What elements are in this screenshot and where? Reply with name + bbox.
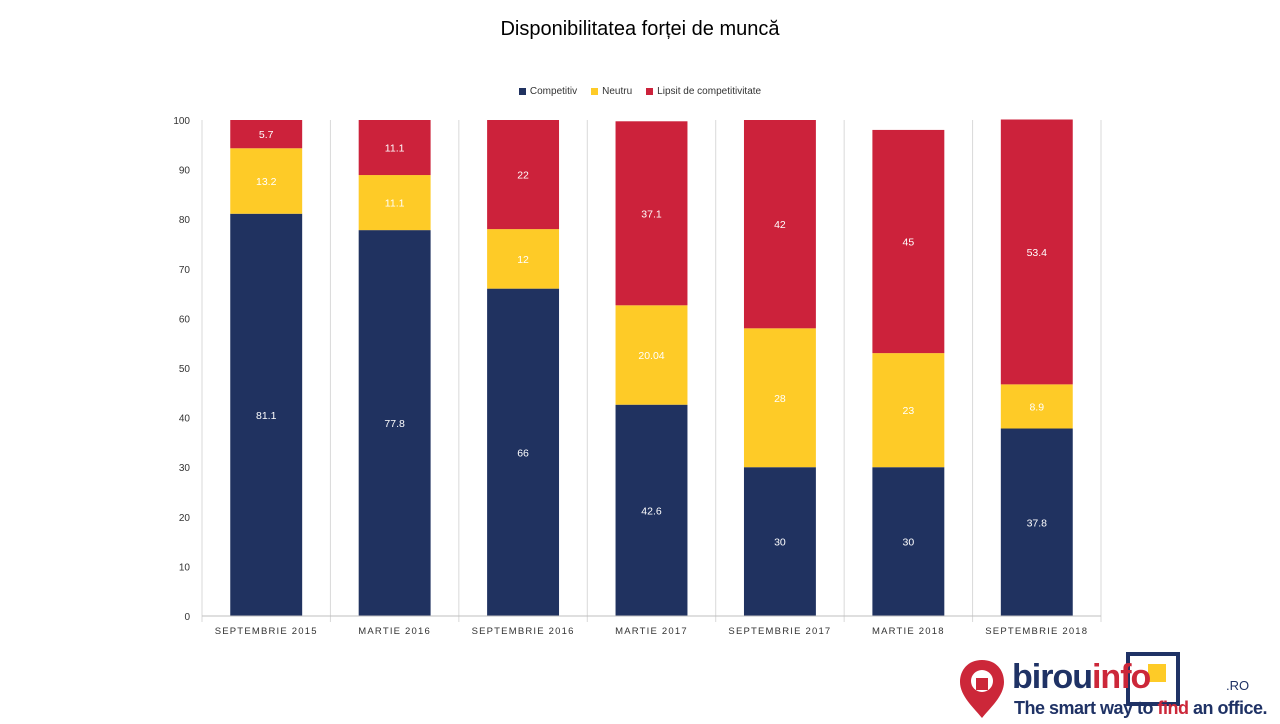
bar-segment: [1000, 428, 1073, 616]
bar-segment: [743, 328, 816, 468]
x-tick-label: MARTIE 2016: [358, 626, 431, 637]
data-label: 12: [517, 254, 529, 266]
legend-swatch-neutru: [591, 88, 599, 95]
bar-segment: [872, 467, 945, 616]
bar-segment: [358, 175, 431, 231]
logo-tagline-start: The smart way to: [1014, 698, 1158, 718]
bar-segment: [743, 467, 816, 616]
logo-name-main: birou: [1012, 658, 1093, 696]
legend-item-competitiv: Competitiv: [518, 86, 578, 97]
legend-item-neutru: Neutru: [591, 86, 632, 97]
data-label: 28: [774, 393, 786, 405]
y-tick-label: 10: [179, 562, 191, 573]
data-label: 13.2: [256, 176, 277, 188]
bar-segment: [615, 404, 688, 616]
y-tick-label: 100: [173, 116, 190, 127]
bar-segment: [1000, 384, 1073, 429]
data-label: 11.1: [385, 143, 405, 155]
data-label: 8.9: [1029, 401, 1044, 413]
y-tick-label: 50: [179, 364, 191, 375]
y-tick-label: 30: [179, 463, 191, 474]
bar-segment: [230, 213, 303, 616]
data-label: 30: [774, 537, 786, 549]
legend-label-neutru: Neutru: [602, 86, 633, 97]
data-label: 66: [517, 447, 529, 459]
data-label: 37.8: [1027, 517, 1048, 529]
data-label: 42: [774, 219, 786, 231]
map-pin-logo-icon: [960, 660, 1004, 718]
legend-swatch-competitiv: [518, 88, 526, 95]
y-tick-label: 70: [179, 265, 191, 276]
data-label: 53.4: [1027, 247, 1048, 259]
x-tick-label: SEPTEMBRIE 2016: [472, 626, 575, 637]
data-label: 22: [517, 170, 529, 182]
x-tick-label: MARTIE 2017: [615, 626, 688, 637]
x-tick-label: MARTIE 2018: [872, 626, 945, 637]
bar-segment: [872, 353, 945, 468]
y-tick-label: 0: [184, 612, 190, 623]
data-label: 42.6: [641, 505, 662, 517]
bar-segment: [487, 229, 560, 289]
y-tick-label: 90: [179, 166, 191, 177]
bar-segment: [358, 230, 431, 616]
logo-tagline-end: an office.: [1188, 698, 1268, 718]
legend-swatch-lipsit: [646, 88, 654, 95]
data-label: 20.04: [638, 350, 664, 362]
bar-segment: [230, 120, 303, 149]
x-tick-label: SEPTEMBRIE 2017: [728, 626, 831, 637]
data-label: 37.1: [641, 208, 662, 220]
bar-segment: [1000, 119, 1073, 385]
logo-tagline-accent: find: [1157, 698, 1190, 718]
x-tick-label: SEPTEMBRIE 2015: [215, 626, 318, 637]
data-label: 5.7: [259, 129, 274, 141]
logo-suffix: .RO: [1226, 678, 1250, 693]
square-frame-logo-icon: [1126, 652, 1180, 706]
bar-segment: [487, 288, 560, 616]
y-tick-label: 60: [179, 314, 191, 325]
data-label: 81.1: [256, 410, 277, 422]
y-tick-label: 40: [179, 414, 191, 425]
logo-wordmark: birouinfo: [1012, 658, 1151, 697]
bar-segment: [230, 148, 303, 214]
logo-name-accent: info: [1091, 658, 1151, 696]
data-label: 45: [903, 237, 915, 249]
x-tick-label: SEPTEMBRIE 2018: [985, 626, 1088, 637]
bar-segment: [615, 121, 688, 306]
legend-label-lipsit: Lipsit de competitivitate: [657, 86, 762, 97]
bar-segment: [358, 120, 431, 176]
biroulinfo-logo: birouinfo .RO The smart way to find an o…: [958, 652, 1268, 720]
data-label: 11.1: [385, 198, 405, 210]
legend-item-lipsit: Lipsit de competitivitate: [646, 86, 761, 97]
legend-label-competitiv: Competitiv: [529, 86, 578, 97]
data-label: 77.8: [384, 418, 405, 430]
chart-legend: Competitiv Neutru Lipsit de competitivit…: [0, 86, 1280, 97]
bar-segment: [615, 305, 688, 405]
chart-title: Disponibilitatea forței de muncă: [500, 18, 780, 40]
bar-segment: [487, 120, 560, 230]
data-label: 30: [903, 537, 915, 549]
bar-segment: [872, 129, 945, 354]
stacked-bar-chart: 0 10 20 30 40 50 60 70 80 90 100 81.1 13.2 5.7 SEPTEMB…: [173, 116, 1102, 637]
bar-segment: [743, 120, 816, 329]
data-label: 23: [903, 405, 915, 417]
y-tick-label: 80: [179, 215, 191, 226]
y-tick-label: 20: [179, 513, 191, 524]
logo-tagline: The smart way to find an office.: [1014, 698, 1268, 719]
